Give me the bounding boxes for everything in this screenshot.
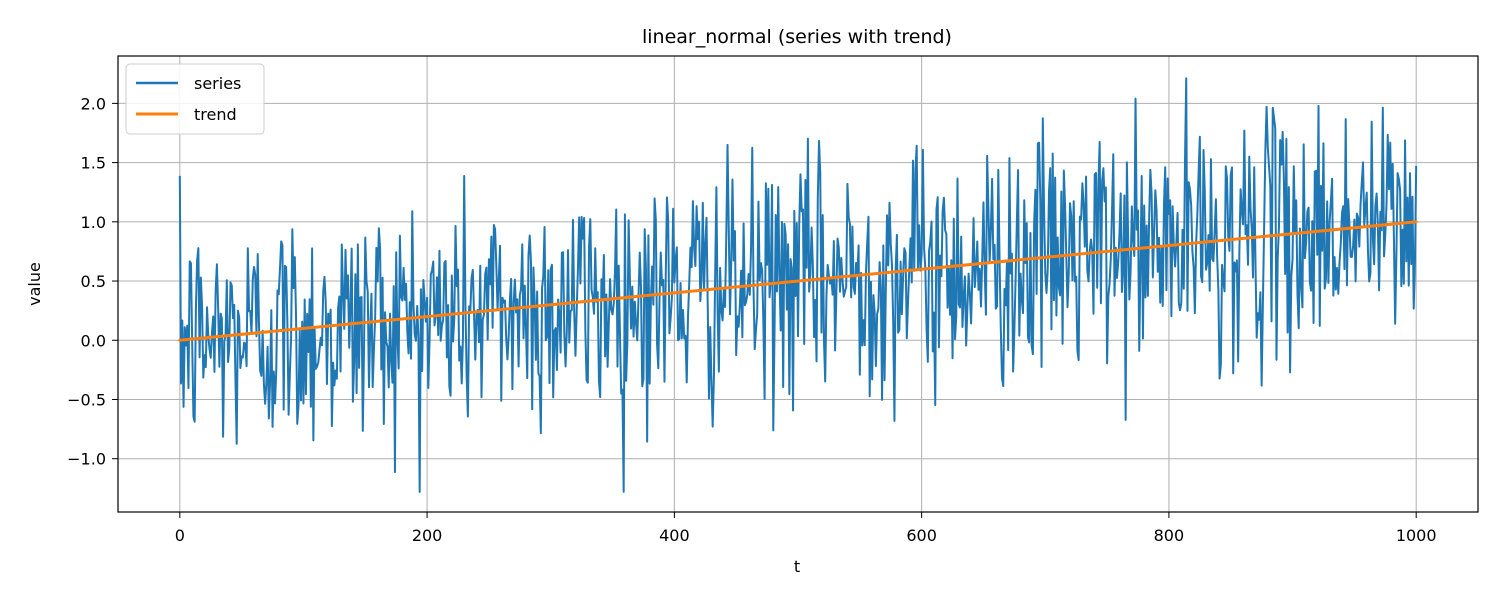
- y-tick-label: −1.0: [67, 450, 106, 469]
- x-tick-label: 400: [659, 526, 690, 545]
- y-tick-label: 2.0: [81, 94, 106, 113]
- y-tick-label: 1.5: [81, 154, 106, 173]
- legend-box: [125, 63, 265, 135]
- plot-area: [178, 77, 1418, 493]
- x-tick-label: 600: [906, 526, 937, 545]
- legend-label-series: series: [194, 74, 241, 93]
- x-tick-label: 0: [175, 526, 185, 545]
- legend: series trend: [125, 63, 265, 135]
- y-tick-label: −0.5: [67, 390, 106, 409]
- y-tick-label: 0.5: [81, 272, 106, 291]
- y-tick-label: 1.0: [81, 213, 106, 232]
- trend-line: [178, 220, 1418, 342]
- chart-title: linear_normal (series with trend): [642, 26, 952, 48]
- series-line: [178, 77, 1418, 493]
- x-axis: 0 200 400 600 800 1000: [175, 512, 1437, 545]
- y-tick-label: 0.0: [81, 331, 106, 350]
- legend-label-trend: trend: [194, 105, 237, 124]
- y-axis: −1.0 −0.5 0.0 0.5 1.0 1.5 2.0: [67, 94, 118, 469]
- x-tick-label: 200: [412, 526, 443, 545]
- plot-frame: [117, 55, 1479, 513]
- x-tick-label: 800: [1154, 526, 1185, 545]
- x-axis-title: t: [794, 557, 800, 576]
- y-axis-title: value: [25, 262, 44, 306]
- series-group: [178, 77, 1418, 493]
- x-tick-label: 1000: [1396, 526, 1437, 545]
